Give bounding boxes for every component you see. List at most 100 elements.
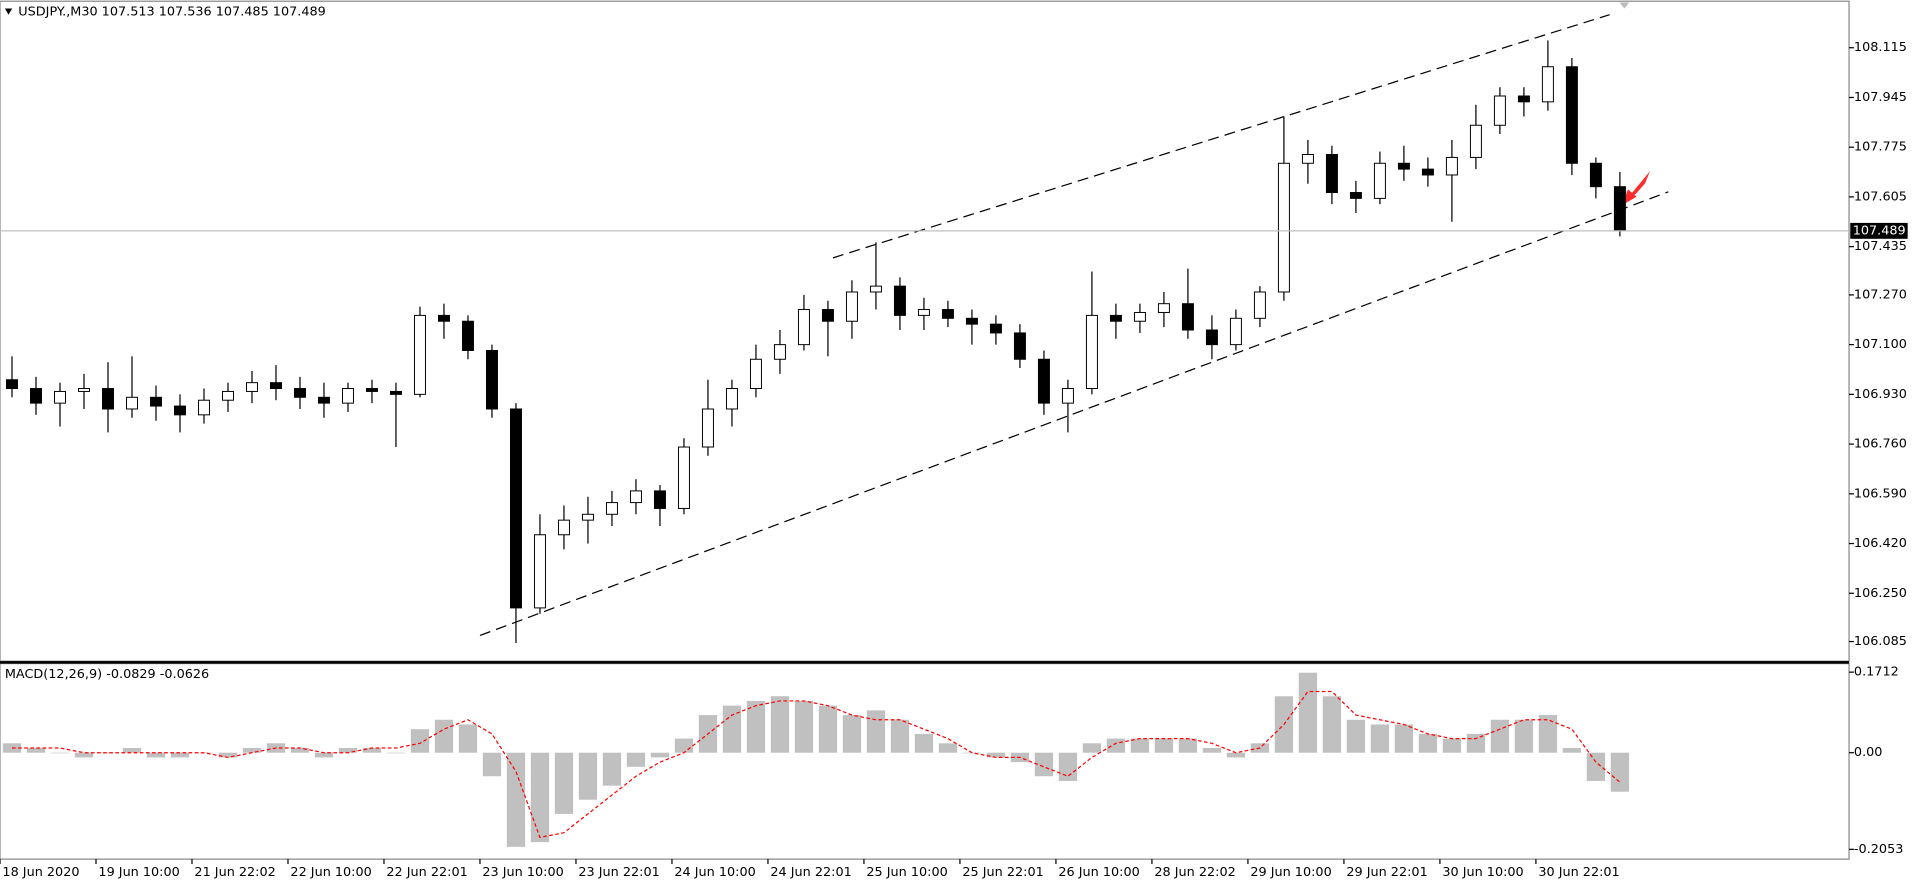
x-tick-label: 30 Jun 22:01	[1538, 865, 1619, 880]
x-tick-label: 28 Jun 22:02	[1154, 865, 1235, 880]
macd-bar	[938, 743, 958, 753]
y-tick-label: 108.115	[1854, 40, 1907, 55]
candle-body	[797, 309, 810, 346]
candle-body	[629, 490, 642, 504]
macd-bar	[146, 752, 166, 758]
macd-bar	[890, 719, 910, 753]
macd-bar	[530, 752, 550, 843]
candle-body	[1229, 317, 1242, 346]
candle-body	[845, 291, 858, 322]
candle-body	[1445, 156, 1458, 176]
candle-body	[198, 399, 210, 416]
candle-body	[1277, 162, 1290, 293]
macd-bar	[650, 752, 670, 758]
candle-body	[341, 388, 354, 404]
macd-bar	[722, 705, 742, 753]
macd-bar	[1538, 715, 1558, 753]
candle-body	[1109, 314, 1122, 322]
candle-body	[222, 390, 234, 401]
macd-bar	[242, 748, 262, 753]
x-tick-label: 23 Jun 10:00	[482, 865, 563, 880]
candle-body	[1205, 329, 1218, 346]
candle-body	[773, 344, 786, 360]
macd-bar	[818, 705, 838, 753]
candle-body	[965, 317, 978, 325]
signal-line	[11, 690, 1621, 839]
scroll-marker	[1619, 2, 1630, 9]
candle-body	[269, 382, 282, 390]
candle-body	[1589, 162, 1602, 188]
candle-body	[869, 285, 882, 293]
candle-body	[389, 390, 402, 395]
macd-bar	[626, 752, 646, 767]
macd-bar	[1058, 752, 1078, 781]
candle-body	[150, 396, 162, 407]
y-tick-label: 107.435	[1854, 239, 1907, 254]
candle-body	[1613, 186, 1626, 232]
macd-bar	[746, 700, 766, 753]
candle-body	[413, 314, 426, 395]
candle-body	[917, 309, 930, 316]
macd-bar	[314, 752, 334, 758]
macd-bar	[1586, 752, 1606, 781]
macd-bar	[986, 752, 1006, 758]
macd-bar	[1514, 719, 1534, 753]
macd-bar	[1082, 743, 1102, 753]
candle-body	[246, 382, 258, 392]
candle-body	[677, 446, 690, 509]
candle-body	[174, 405, 186, 416]
candle-body	[126, 396, 138, 410]
y-tick-label: 107.945	[1854, 90, 1907, 105]
macd-bar	[1322, 696, 1342, 753]
candle-body	[1373, 162, 1386, 199]
candle-body	[1397, 162, 1410, 170]
macd-bar	[362, 748, 382, 753]
candle-body	[1013, 332, 1026, 360]
macd-bar	[1154, 738, 1174, 753]
candle-body	[102, 388, 114, 410]
candle-body	[6, 379, 18, 390]
candle-body	[78, 388, 90, 392]
candle-body	[1037, 358, 1050, 404]
y-tick-label: 106.760	[1854, 437, 1907, 452]
candle-body	[30, 388, 42, 404]
y-tick-label: 106.930	[1854, 387, 1907, 402]
x-tick-label: 26 Jun 10:00	[1058, 865, 1139, 880]
candle-body	[1061, 388, 1074, 404]
macd-bar	[482, 752, 502, 777]
y-tick-label: 107.100	[1854, 337, 1907, 352]
candle-body	[653, 490, 666, 509]
macd-bar	[386, 752, 406, 754]
symbol-menu-icon[interactable]	[4, 8, 13, 15]
candle-body	[1301, 154, 1314, 164]
x-tick-label: 29 Jun 10:00	[1250, 865, 1331, 880]
macd-bar	[26, 748, 46, 753]
channel-upper-line[interactable]	[832, 14, 1610, 259]
candle-body	[1349, 192, 1362, 199]
candle-body	[941, 309, 954, 319]
macd-bar	[506, 752, 526, 847]
macd-bar	[1298, 672, 1318, 753]
candle-body	[581, 513, 594, 521]
macd-bar	[50, 752, 70, 754]
candle-body	[1565, 66, 1578, 164]
y-tick-label: 107.775	[1854, 140, 1907, 155]
candle-body	[1157, 303, 1170, 313]
current-price-label: 107.489	[1853, 223, 1906, 238]
macd-bar	[1226, 752, 1246, 758]
channel-lower-line[interactable]	[479, 191, 1669, 637]
candle-body	[701, 408, 714, 448]
macd-bar	[1562, 748, 1582, 753]
y-tick-label: -0.2053	[1854, 842, 1903, 857]
macd-bar	[170, 752, 190, 758]
macd-bar	[1370, 724, 1390, 753]
chart-title: USDJPY.,M30 107.513 107.536 107.485 107.…	[18, 5, 325, 20]
x-tick-label: 25 Jun 22:01	[962, 865, 1043, 880]
candle-body	[1325, 154, 1338, 194]
red-arrow	[1621, 171, 1650, 206]
candle-body	[1517, 95, 1530, 103]
candle-body	[725, 388, 738, 410]
candle-body	[1493, 95, 1506, 126]
